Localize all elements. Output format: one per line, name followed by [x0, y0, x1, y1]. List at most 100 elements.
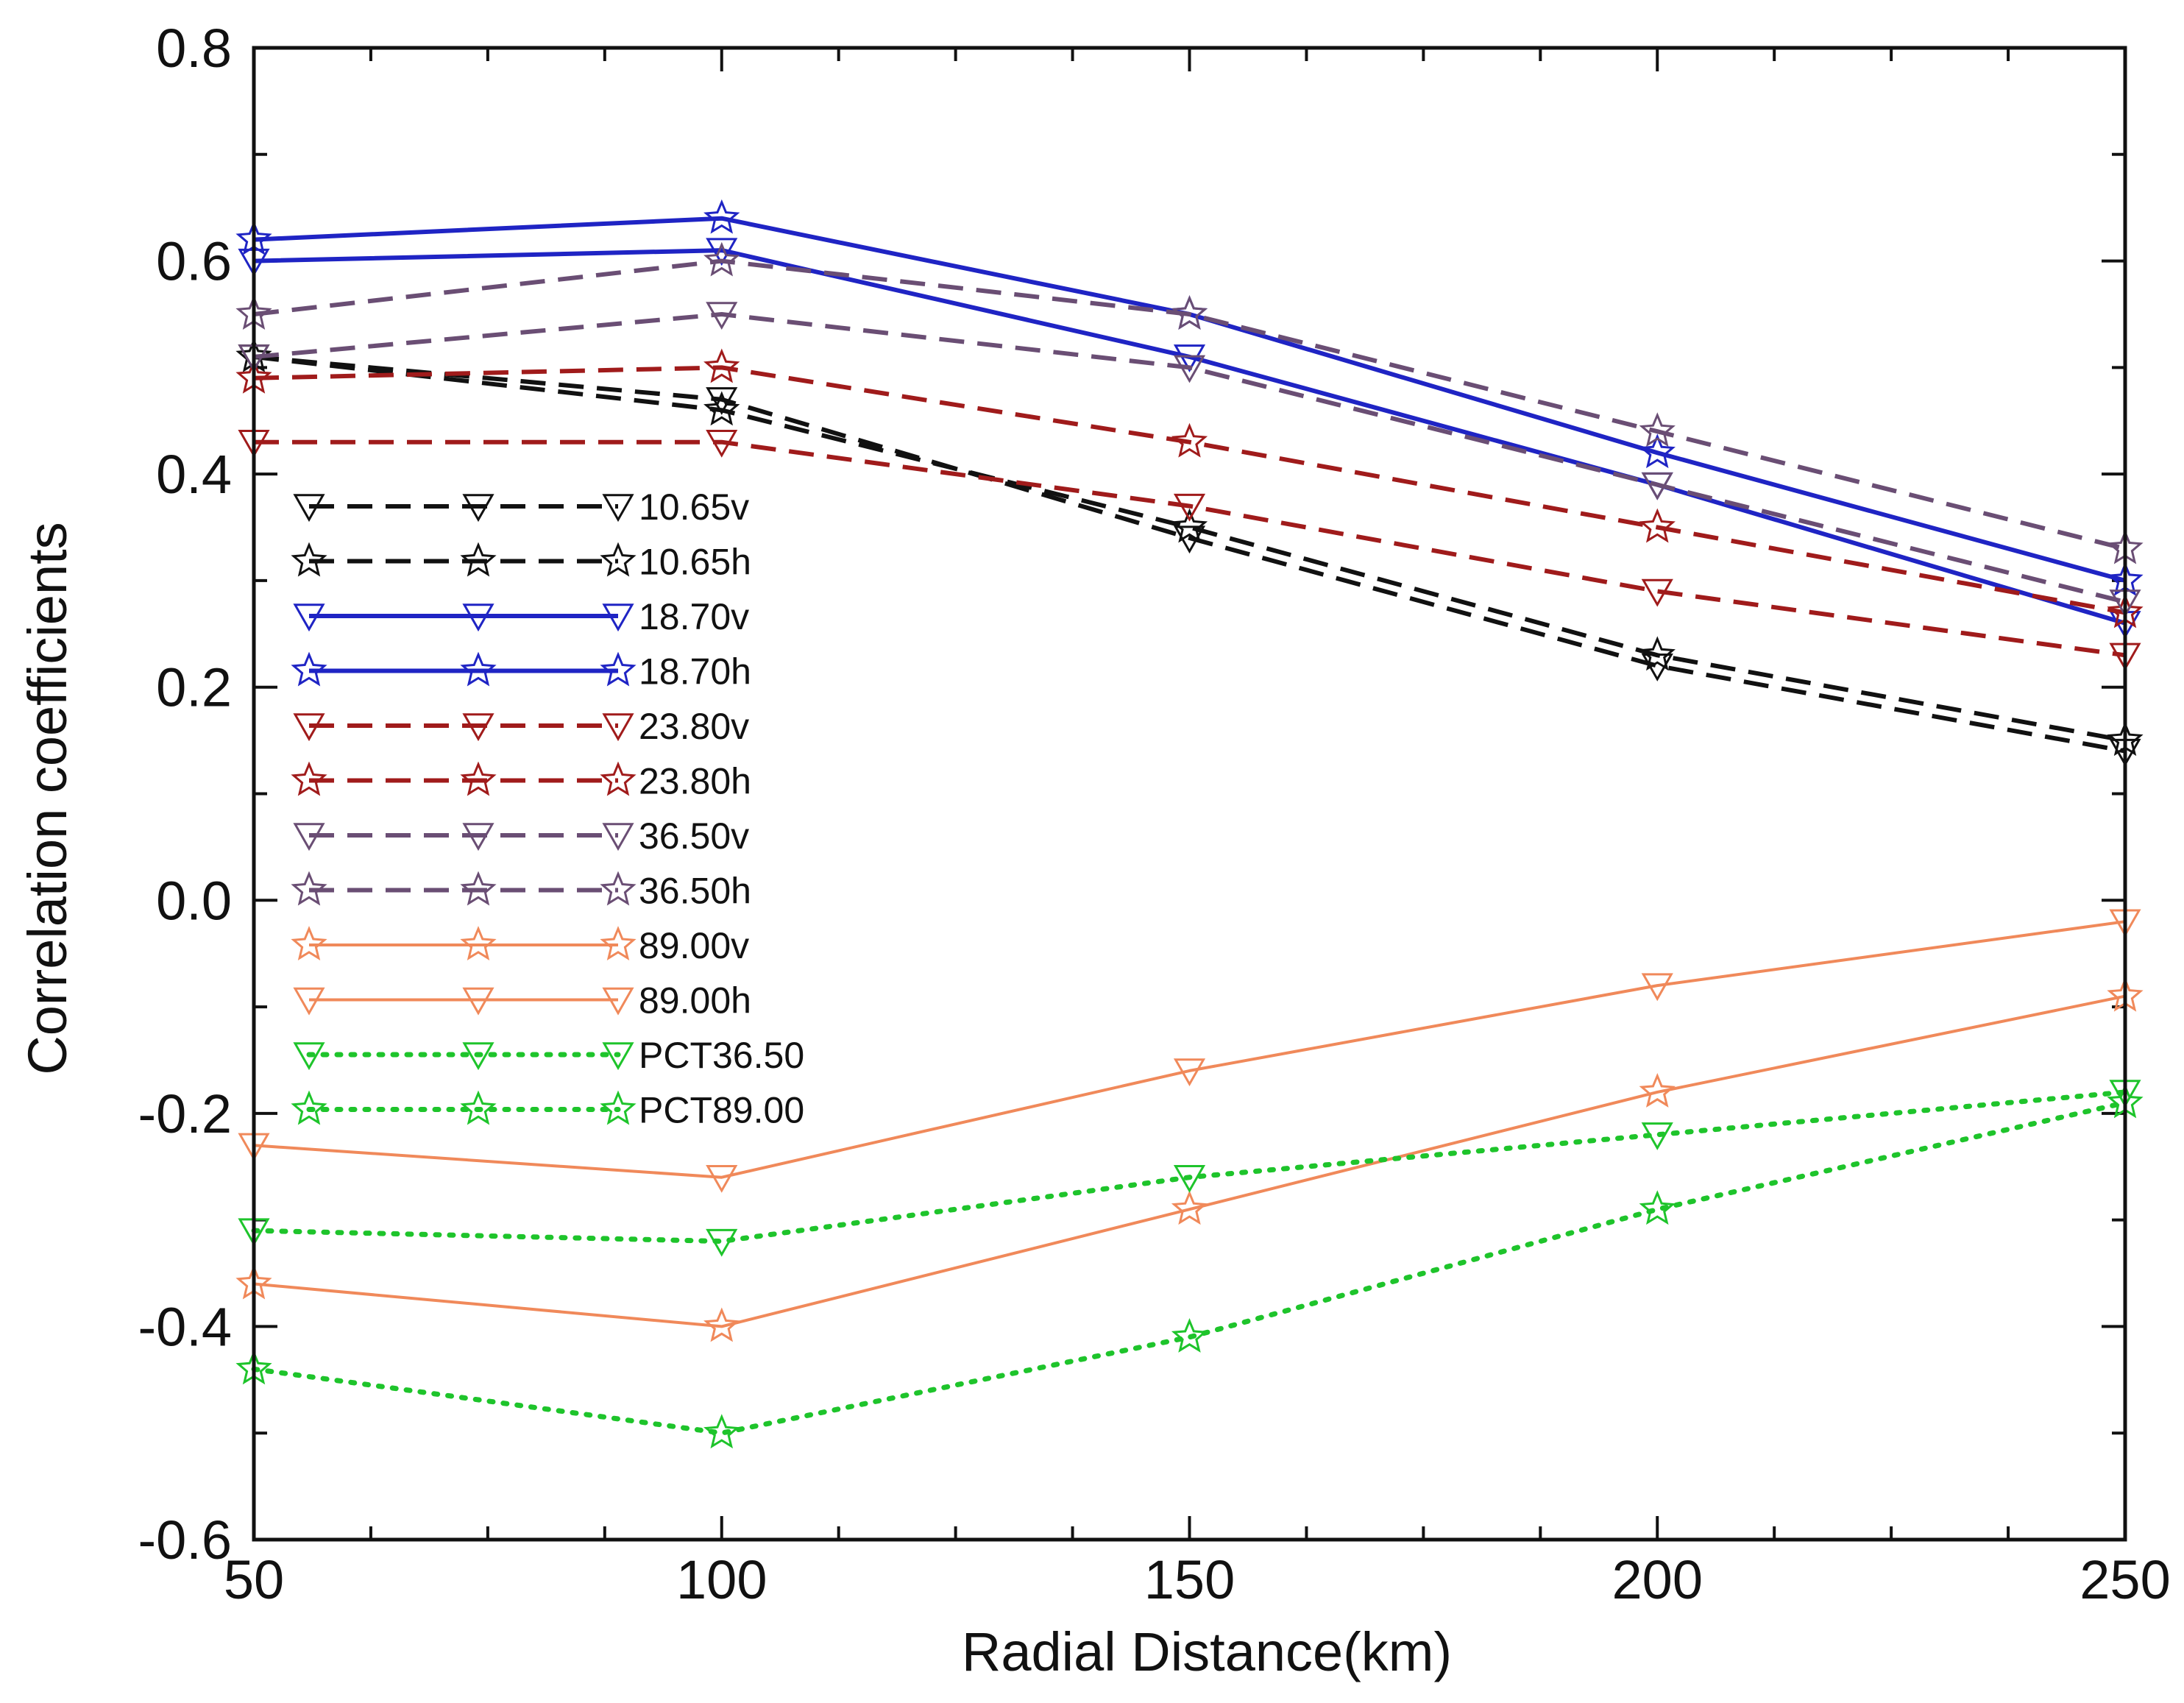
data-point-marker — [703, 1307, 740, 1342]
x-tick-label: 150 — [1144, 1549, 1235, 1610]
legend-marker — [600, 542, 637, 577]
series-line — [251, 1089, 2128, 1244]
series-23.80h — [235, 348, 2144, 629]
data-point-marker — [706, 238, 738, 266]
data-point-marker — [1639, 636, 1676, 671]
legend-item-18.70h: 18.70h — [291, 651, 751, 693]
y-tick-label: 0.2 — [156, 657, 232, 718]
legend-marker — [460, 1090, 497, 1125]
data-point-marker — [706, 1228, 738, 1257]
legend-marker — [291, 926, 327, 960]
legend-label: 18.70h — [639, 651, 751, 693]
data-point-marker — [1639, 1073, 1676, 1108]
legend-item-10.65v: 10.65v — [293, 486, 749, 528]
data-point-marker — [703, 1414, 740, 1449]
legend-marker — [602, 494, 634, 523]
legend-marker — [293, 713, 325, 742]
legend-item-89.00h: 89.00h — [293, 980, 751, 1022]
legend-marker — [291, 542, 327, 577]
legend-marker — [293, 1042, 325, 1071]
series-line — [251, 1100, 2128, 1436]
data-point-marker — [1173, 493, 1206, 522]
legend-marker — [602, 823, 634, 852]
legend-marker — [291, 1090, 327, 1125]
legend-item-23.80v: 23.80v — [293, 706, 749, 747]
data-point-marker — [1641, 973, 1673, 1002]
series-line — [253, 354, 2126, 743]
data-point-marker — [706, 302, 738, 330]
data-point-marker — [703, 348, 740, 383]
legend-marker — [462, 603, 494, 632]
data-point-marker — [1171, 508, 1208, 543]
legend-marker — [462, 494, 494, 523]
data-point-marker — [1171, 1317, 1208, 1353]
series-line — [253, 365, 2126, 615]
legend-marker — [293, 823, 325, 852]
data-point-marker — [706, 1165, 738, 1193]
data-point-marker — [703, 391, 740, 426]
legend-background — [291, 478, 857, 1141]
legend-marker — [602, 603, 634, 632]
data-point-marker — [1171, 1190, 1208, 1225]
legend-label: 36.50h — [639, 871, 751, 912]
series-89.00h — [238, 909, 2141, 1193]
data-point-marker — [703, 199, 740, 234]
data-point-marker — [1171, 422, 1208, 458]
legend-label: 36.50v — [639, 815, 749, 857]
legend-marker — [600, 761, 637, 796]
series-line — [253, 312, 2126, 604]
legend-item-23.80h: 23.80h — [291, 761, 751, 802]
data-point-marker — [706, 387, 738, 415]
legend-label: 18.70v — [639, 596, 749, 637]
legend-marker — [291, 761, 327, 796]
data-point-marker — [1639, 412, 1676, 447]
legend-marker — [462, 987, 494, 1016]
data-point-marker — [1171, 295, 1208, 330]
data-point-marker — [1173, 1058, 1206, 1087]
legend-marker — [460, 651, 497, 687]
x-tick-label: 250 — [2080, 1549, 2170, 1610]
legend-marker — [460, 926, 497, 960]
legend-marker — [291, 651, 327, 687]
legend-marker — [600, 1090, 637, 1125]
legend-marker — [293, 987, 325, 1016]
legend-marker — [602, 1042, 634, 1071]
x-tick-label: 200 — [1612, 1549, 1703, 1610]
data-point-marker — [1641, 1122, 1673, 1150]
data-point-marker — [1641, 578, 1673, 607]
legend-item-PCT36.50: PCT36.50 — [293, 1035, 804, 1076]
legend-marker — [293, 603, 325, 632]
data-point-marker — [706, 430, 738, 458]
y-tick-label: -0.4 — [138, 1296, 232, 1357]
y-tick-label: -0.6 — [138, 1509, 232, 1571]
legend-label: PCT89.00 — [639, 1090, 804, 1131]
legend-marker — [460, 871, 497, 906]
legend-marker — [602, 987, 634, 1016]
legend-label: 23.80v — [639, 706, 749, 747]
legend-marker — [462, 713, 494, 742]
legend-marker — [291, 871, 327, 906]
legend-label: 23.80h — [639, 761, 751, 802]
x-tick-label: 50 — [224, 1549, 284, 1610]
legend-item-36.50v: 36.50v — [293, 815, 749, 857]
legend-marker — [462, 1042, 494, 1071]
legend-marker — [462, 823, 494, 852]
legend-marker — [460, 761, 497, 796]
plot-border — [252, 46, 2127, 1542]
data-point-marker — [1639, 1190, 1676, 1225]
legend-marker — [293, 494, 325, 523]
x-tick-label: 100 — [676, 1549, 767, 1610]
y-tick-label: 0.6 — [156, 231, 232, 292]
legend-marker — [602, 713, 634, 742]
data-point-marker — [1641, 472, 1673, 500]
series-lines — [235, 199, 2144, 1449]
legend-item-18.70v: 18.70v — [293, 596, 749, 637]
data-point-marker — [1173, 355, 1206, 383]
legend-marker — [600, 651, 637, 687]
series-PCT89.00 — [235, 1083, 2144, 1449]
data-point-marker — [1173, 1165, 1206, 1193]
tick-marks — [252, 46, 2127, 1541]
series-line — [253, 920, 2126, 1179]
y-tick-label: 0.8 — [156, 18, 232, 79]
